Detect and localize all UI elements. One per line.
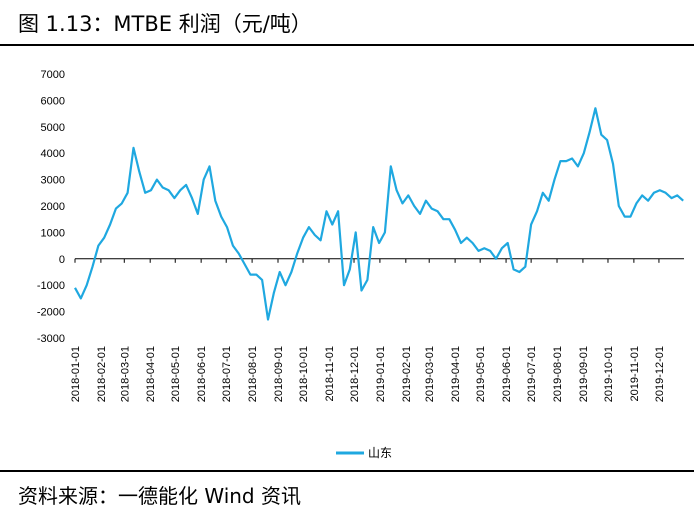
- y-tick-label: -3000: [37, 333, 65, 345]
- top-divider: [0, 44, 694, 46]
- y-tick-label: 5000: [41, 122, 65, 134]
- x-tick-label: 2019-12-01: [654, 346, 666, 402]
- x-tick-label: 2018-04-01: [145, 346, 157, 402]
- y-tick-label: -1000: [37, 280, 65, 292]
- x-tick-label: 2018-01-01: [70, 346, 82, 402]
- x-tick-label: 2019-04-01: [450, 346, 462, 402]
- line-chart: -3000 -2000 -1000 0 1000 2000 3000 4000 5000 6000…: [37, 69, 684, 460]
- y-tick-label: 6000: [41, 95, 65, 107]
- x-tick-label: 2019-02-01: [401, 346, 413, 402]
- x-tick-label: 2019-05-01: [475, 346, 487, 402]
- x-tick-label: 2018-02-01: [96, 346, 108, 402]
- y-tick-label: 7000: [41, 69, 65, 81]
- x-tick-label: 2019-09-01: [578, 346, 590, 402]
- x-tick-label: 2019-08-01: [552, 346, 564, 402]
- x-tick-label: 2019-10-01: [603, 346, 615, 402]
- x-axis: 2018-01-01 2018-02-01 2018-03-01 2018-04-01…: [70, 258, 684, 402]
- x-tick-label: 2018-09-01: [273, 346, 285, 402]
- y-tick-label: 2000: [41, 201, 65, 213]
- x-tick-label: 2018-08-01: [247, 346, 259, 402]
- x-tick-label: 2019-03-01: [424, 346, 436, 402]
- x-tick-label: 2018-10-01: [298, 346, 310, 402]
- y-tick-label: 3000: [41, 175, 65, 187]
- x-tick-label: 2018-03-01: [119, 346, 131, 402]
- x-tick-label: 2018-05-01: [170, 346, 182, 402]
- x-tick-label: 2019-01-01: [375, 346, 387, 402]
- source-note: 资料来源：一德能化 Wind 资讯: [18, 484, 301, 508]
- x-tick-label: 2018-11-01: [324, 346, 336, 401]
- y-tick-label: 4000: [41, 148, 65, 160]
- x-tick-label: 2019-07-01: [526, 346, 538, 402]
- x-tick-label: 2018-07-01: [221, 346, 233, 402]
- x-tick-label: 2019-11-01: [629, 346, 641, 401]
- y-tick-label: 0: [59, 254, 65, 266]
- legend-label-shandong: 山东: [368, 446, 392, 460]
- y-axis: -3000 -2000 -1000 0 1000 2000 3000 4000 5000 6000…: [37, 69, 65, 345]
- series-line-0: [74, 107, 684, 321]
- x-tick-label: 2018-12-01: [349, 346, 361, 402]
- series-layer: [74, 107, 684, 321]
- y-tick-label: 1000: [41, 227, 65, 239]
- bottom-divider: [0, 470, 694, 472]
- chart-title: 图 1.13：MTBE 利润（元/吨）: [18, 12, 312, 36]
- x-tick-label: 2019-06-01: [501, 346, 513, 402]
- x-tick-label: 2018-06-01: [196, 346, 208, 402]
- y-tick-label: -2000: [37, 307, 65, 319]
- legend: 山东: [336, 446, 392, 460]
